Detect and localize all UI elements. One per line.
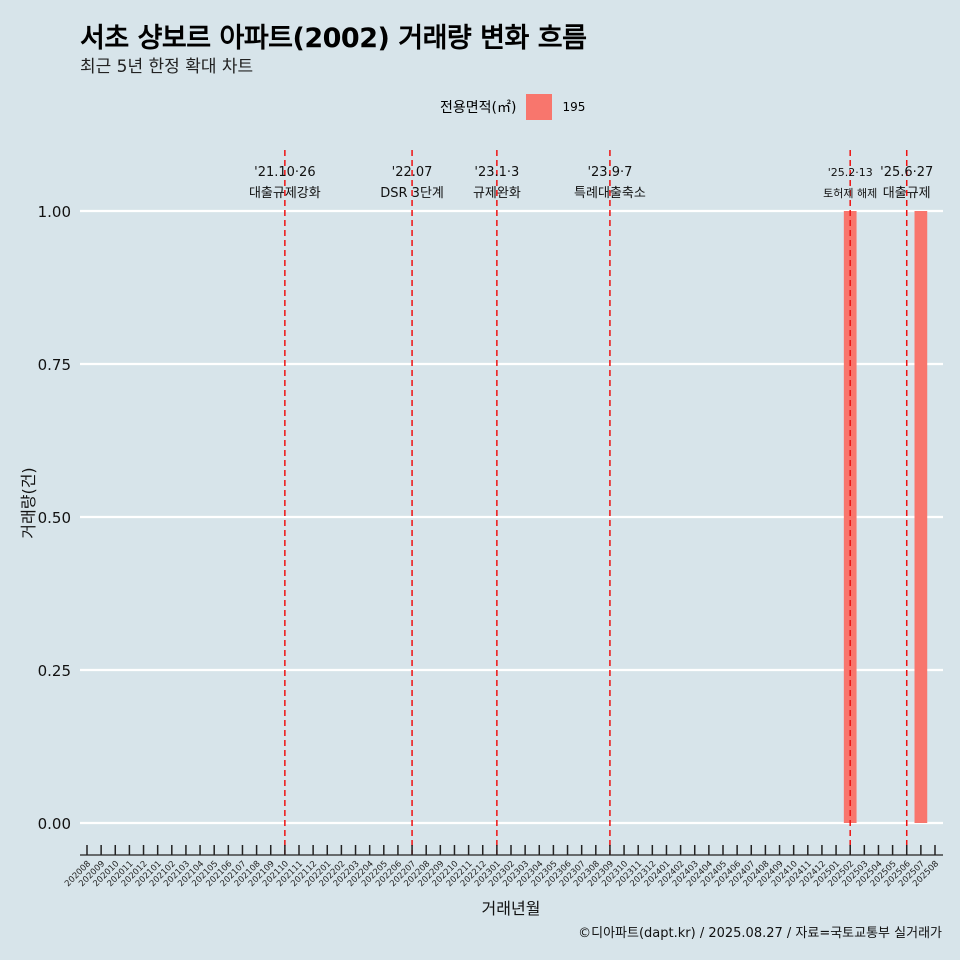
y-axis-title: 거래량(건) xyxy=(19,467,38,538)
bar xyxy=(843,211,857,823)
event-text-label: DSR 3단계 xyxy=(380,186,444,201)
x-axis-title: 거래년월 xyxy=(482,899,541,918)
source-caption: ©디아파트(dapt.kr) / 2025.08.27 / 자료=국토교통부 실… xyxy=(578,926,942,941)
event-text-label: 규제완화 xyxy=(473,186,521,201)
event-date-label: '25.2·13 xyxy=(828,166,873,179)
event-text-label: 대출규제 xyxy=(883,186,931,201)
event-date-label: '25.6·27 xyxy=(880,165,933,180)
legend-title: 전용면적(㎡) xyxy=(440,100,517,116)
y-tick-label: 0.75 xyxy=(38,356,71,374)
bar xyxy=(914,211,928,823)
y-tick-label: 1.00 xyxy=(38,203,71,221)
event-date-label: '21.10·26 xyxy=(254,165,315,180)
y-tick-label: 0.25 xyxy=(38,662,71,680)
event-text-label: 대출규제강화 xyxy=(249,186,321,201)
event-text-label: 특례대출축소 xyxy=(574,186,646,201)
legend-label: 195 xyxy=(562,100,586,114)
legend-key-swatch xyxy=(526,94,553,120)
chart-title: 서초 샹보르 아파트(2002) 거래량 변화 흐름 xyxy=(80,23,587,54)
event-text-label: 토허제 해제 xyxy=(823,186,877,200)
event-date-label: '23.1·3 xyxy=(474,165,519,180)
event-date-label: '23.9·7 xyxy=(587,165,632,180)
y-tick-label: 0.50 xyxy=(38,509,71,527)
y-tick-label: 0.00 xyxy=(38,815,71,833)
chart-subtitle: 최근 5년 한정 확대 차트 xyxy=(80,57,254,77)
event-date-label: '22.07 xyxy=(392,165,433,180)
legend: 전용면적(㎡) 195 xyxy=(440,94,585,120)
